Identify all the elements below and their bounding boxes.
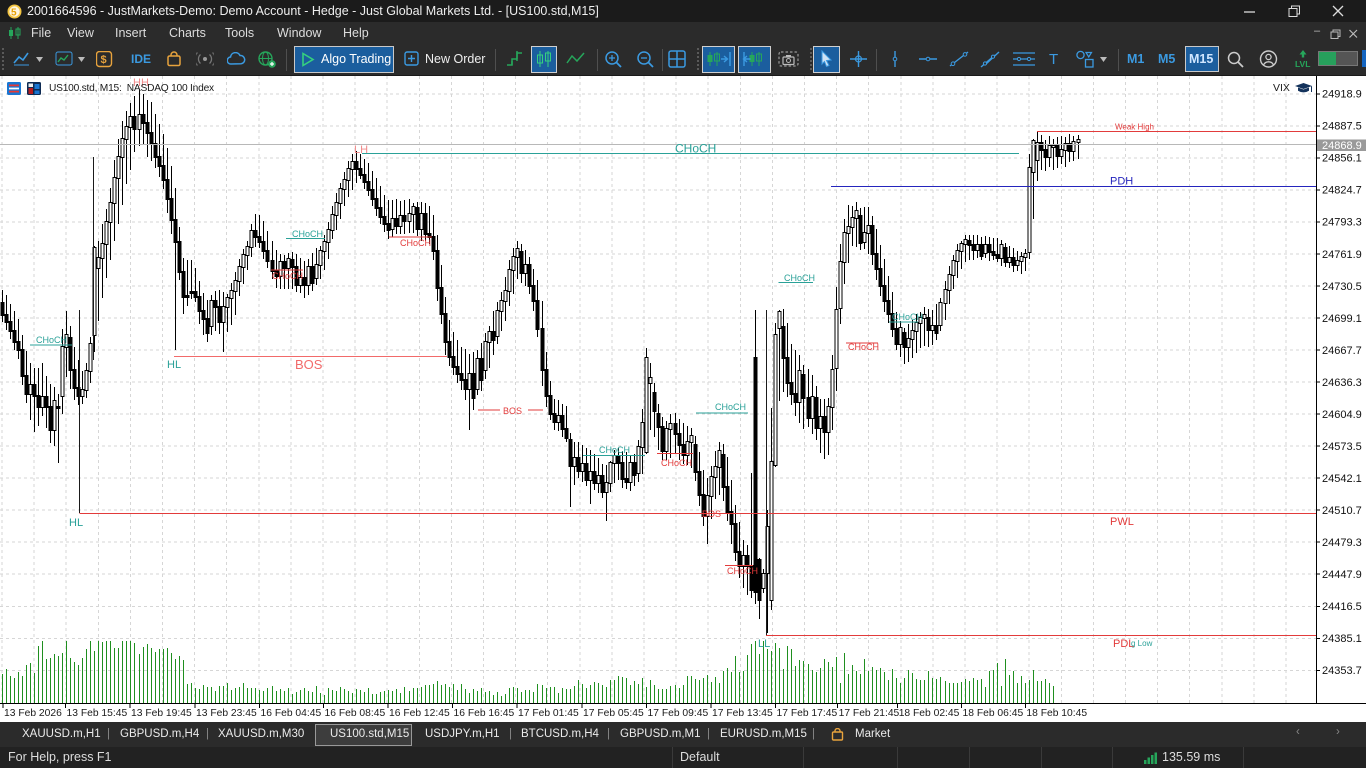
svg-text:CHoCH: CHoCH (36, 335, 67, 345)
svg-text:24479.3: 24479.3 (1322, 537, 1362, 549)
svg-text:24636.3: 24636.3 (1322, 377, 1362, 389)
svg-text:PWL: PWL (1110, 516, 1134, 528)
svg-text:BOS: BOS (503, 406, 522, 416)
svg-text:HL: HL (167, 359, 181, 371)
svg-text:LH: LH (354, 144, 368, 156)
svg-text:CHoCH: CHoCH (599, 445, 630, 455)
svg-text:CHoCH: CHoCH (715, 402, 746, 412)
svg-text:16 Feb 16:45: 16 Feb 16:45 (454, 708, 515, 719)
svg-text:CHoCH: CHoCH (848, 342, 879, 352)
svg-text:PDH: PDH (1110, 176, 1133, 188)
svg-text:24699.1: 24699.1 (1322, 313, 1362, 325)
svg-text:24604.9: 24604.9 (1322, 409, 1362, 421)
svg-text:Weak High: Weak High (1115, 123, 1154, 132)
svg-text:16 Feb 04:45: 16 Feb 04:45 (261, 708, 322, 719)
svg-text:CHoCH: CHoCH (400, 238, 431, 248)
svg-text:g Low: g Low (1131, 639, 1153, 648)
svg-text:13 Feb 23:45: 13 Feb 23:45 (196, 708, 257, 719)
svg-text:24447.9: 24447.9 (1322, 569, 1362, 581)
svg-text:17 Feb 21:45: 17 Feb 21:45 (839, 708, 900, 719)
svg-text:13 Feb 2026: 13 Feb 2026 (4, 708, 62, 719)
svg-text:24868.9: 24868.9 (1322, 140, 1362, 152)
svg-text:CHoCH: CHoCH (661, 458, 692, 468)
svg-text:CHoCH: CHoCH (784, 273, 815, 283)
svg-text:BOS: BOS (702, 509, 721, 519)
svg-text:24887.5: 24887.5 (1322, 121, 1362, 133)
svg-text:17 Feb 17:45: 17 Feb 17:45 (777, 708, 838, 719)
svg-text:PDL: PDL (1113, 638, 1134, 650)
svg-text:CHoCH: CHoCH (675, 142, 716, 156)
svg-text:BOS: BOS (295, 357, 323, 372)
svg-text:LVL: LVL (1295, 59, 1310, 69)
svg-text:24730.5: 24730.5 (1322, 281, 1362, 293)
svg-text:24542.1: 24542.1 (1322, 473, 1362, 485)
svg-text:HH: HH (133, 77, 149, 89)
svg-text:CHoCH: CHoCH (272, 271, 303, 281)
svg-text:24510.7: 24510.7 (1322, 505, 1362, 517)
svg-text:24353.7: 24353.7 (1322, 665, 1362, 677)
svg-text:LL: LL (758, 638, 770, 650)
svg-text:18 Feb 06:45: 18 Feb 06:45 (963, 708, 1024, 719)
svg-text:18 Feb 10:45: 18 Feb 10:45 (1026, 708, 1087, 719)
svg-text:17 Feb 01:45: 17 Feb 01:45 (518, 708, 579, 719)
svg-text:24573.5: 24573.5 (1322, 441, 1362, 453)
svg-text:13 Feb 15:45: 13 Feb 15:45 (67, 708, 128, 719)
svg-text:24793.3: 24793.3 (1322, 217, 1362, 229)
svg-text:24385.1: 24385.1 (1322, 633, 1362, 645)
svg-text:16 Feb 12:45: 16 Feb 12:45 (389, 708, 450, 719)
svg-text:CHoCH: CHoCH (292, 229, 323, 239)
svg-text:HL: HL (69, 517, 83, 529)
svg-text:24667.7: 24667.7 (1322, 345, 1362, 357)
svg-text:24761.9: 24761.9 (1322, 249, 1362, 261)
svg-text:17 Feb 09:45: 17 Feb 09:45 (648, 708, 709, 719)
svg-text:13 Feb 19:45: 13 Feb 19:45 (131, 708, 192, 719)
svg-text:24416.5: 24416.5 (1322, 601, 1362, 613)
svg-text:24918.9: 24918.9 (1322, 89, 1362, 101)
svg-text:CHoCH: CHoCH (892, 312, 923, 322)
svg-text:5: 5 (11, 8, 17, 19)
svg-text:17 Feb 05:45: 17 Feb 05:45 (583, 708, 644, 719)
svg-text:US100.std, M15: NASDAQ 100 In: US100.std, M15: NASDAQ 100 Index (49, 83, 214, 94)
svg-text:16 Feb 08:45: 16 Feb 08:45 (325, 708, 386, 719)
svg-text:VIX: VIX (1273, 82, 1290, 94)
svg-text:24856.1: 24856.1 (1322, 153, 1362, 165)
svg-text:CHoCH: CHoCH (727, 566, 758, 576)
svg-text:24824.7: 24824.7 (1322, 185, 1362, 197)
svg-text:17 Feb 13:45: 17 Feb 13:45 (712, 708, 773, 719)
svg-text:$: $ (101, 54, 107, 66)
svg-text:18 Feb 02:45: 18 Feb 02:45 (899, 708, 960, 719)
